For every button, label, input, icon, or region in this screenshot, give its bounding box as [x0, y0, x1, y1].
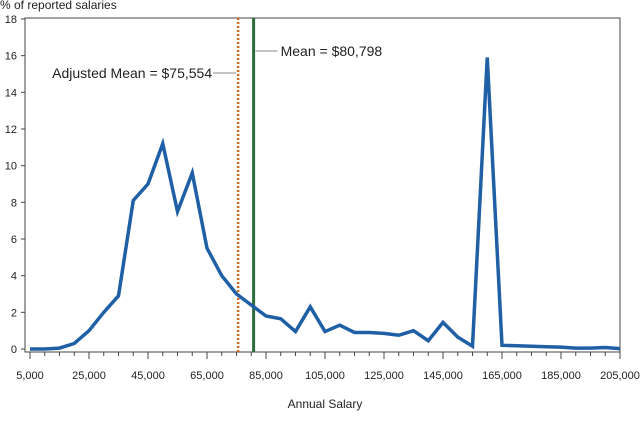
x-tick-label: 145,000 — [423, 370, 463, 382]
y-axis-label: % of reported salaries — [0, 0, 117, 12]
x-tick-label: 205,000 — [600, 370, 640, 382]
x-tick-label: 25,000 — [72, 370, 106, 382]
y-tick-label: 14 — [5, 87, 17, 99]
x-tick-label: 185,000 — [541, 370, 581, 382]
x-tick-label: 45,000 — [131, 370, 165, 382]
y-tick-label: 2 — [11, 307, 17, 319]
y-tick-label: 18 — [5, 14, 17, 26]
x-axis-label: Annual Salary — [288, 397, 363, 411]
y-tick-label: 8 — [11, 197, 17, 209]
y-tick-label: 0 — [11, 344, 17, 356]
x-tick-label: 85,000 — [249, 370, 283, 382]
mean-label: Mean = $80,798 — [281, 43, 383, 59]
x-tick-label: 125,000 — [364, 370, 404, 382]
y-tick-label: 16 — [5, 51, 17, 63]
y-tick-label: 4 — [11, 271, 17, 283]
adjusted-mean-label: Adjusted Mean = $75,554 — [52, 65, 212, 81]
y-tick-label: 12 — [5, 124, 17, 136]
x-tick-label: 105,000 — [305, 370, 345, 382]
x-tick-label: 5,000 — [16, 370, 44, 382]
salary-series-line — [30, 58, 620, 350]
y-tick-label: 10 — [5, 161, 17, 173]
x-tick-label: 165,000 — [482, 370, 522, 382]
x-tick-label: 65,000 — [190, 370, 224, 382]
y-tick-label: 6 — [11, 234, 17, 246]
